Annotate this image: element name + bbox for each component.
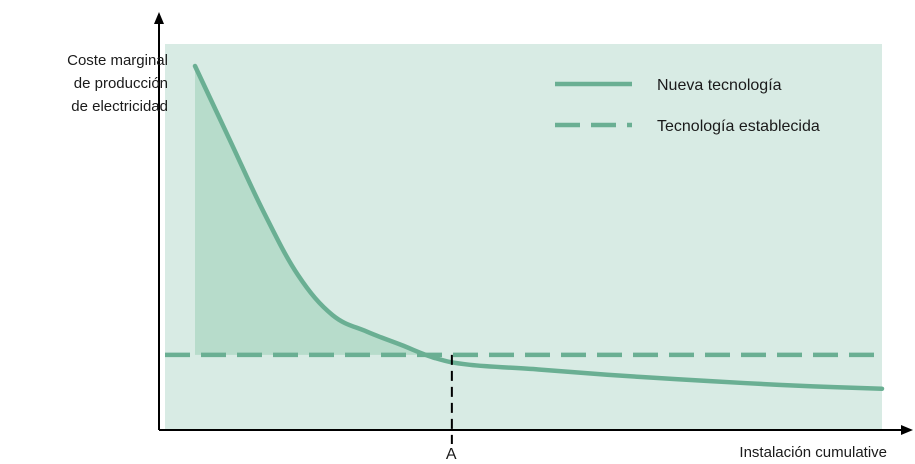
y-axis-label-line: de producción: [73, 75, 168, 92]
legend-label-nueva-tecnologia: Nueva tecnología: [657, 77, 782, 94]
x-axis-arrow-icon: [901, 425, 913, 435]
series-line-nueva-tecnologia: [192, 63, 885, 391]
y-axis-arrow-icon: [154, 12, 164, 24]
y-axis-label-line: de electricidad: [71, 98, 168, 115]
legend-label-tecnologia-establecida: Tecnología establecida: [657, 118, 820, 135]
x-marker-label: A: [445, 446, 457, 463]
cost-gap-shaded-area: [195, 66, 427, 355]
legend: Nueva tecnología Tecnología establecida: [555, 77, 820, 135]
plot-background: [165, 44, 882, 430]
x-axis-label: Instalación cumulative: [739, 444, 887, 461]
y-axis-label-line: Coste marginal: [67, 52, 168, 69]
y-axis-label: Coste marginal de producción de electric…: [0, 49, 168, 118]
